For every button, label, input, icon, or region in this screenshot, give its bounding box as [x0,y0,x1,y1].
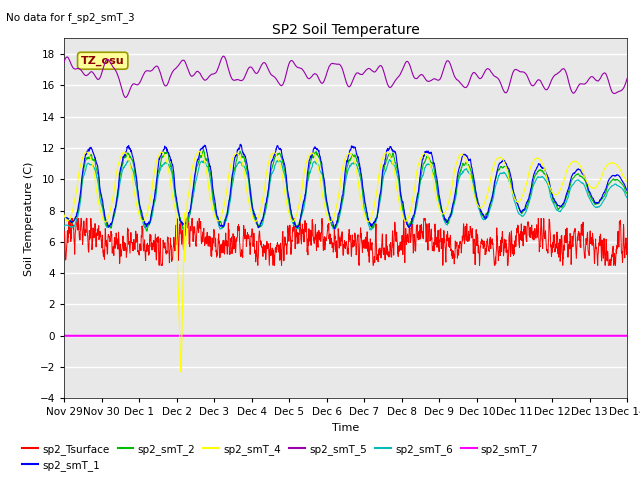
Y-axis label: Soil Temperature (C): Soil Temperature (C) [24,161,34,276]
Title: SP2 Soil Temperature: SP2 Soil Temperature [272,23,419,37]
Legend: sp2_Tsurface, sp2_smT_1, sp2_smT_2, sp2_smT_4, sp2_smT_5, sp2_smT_6, sp2_smT_7: sp2_Tsurface, sp2_smT_1, sp2_smT_2, sp2_… [18,439,543,475]
Text: TZ_osu: TZ_osu [81,56,125,66]
Text: No data for f_sp2_smT_3: No data for f_sp2_smT_3 [6,12,135,23]
X-axis label: Time: Time [332,423,359,433]
